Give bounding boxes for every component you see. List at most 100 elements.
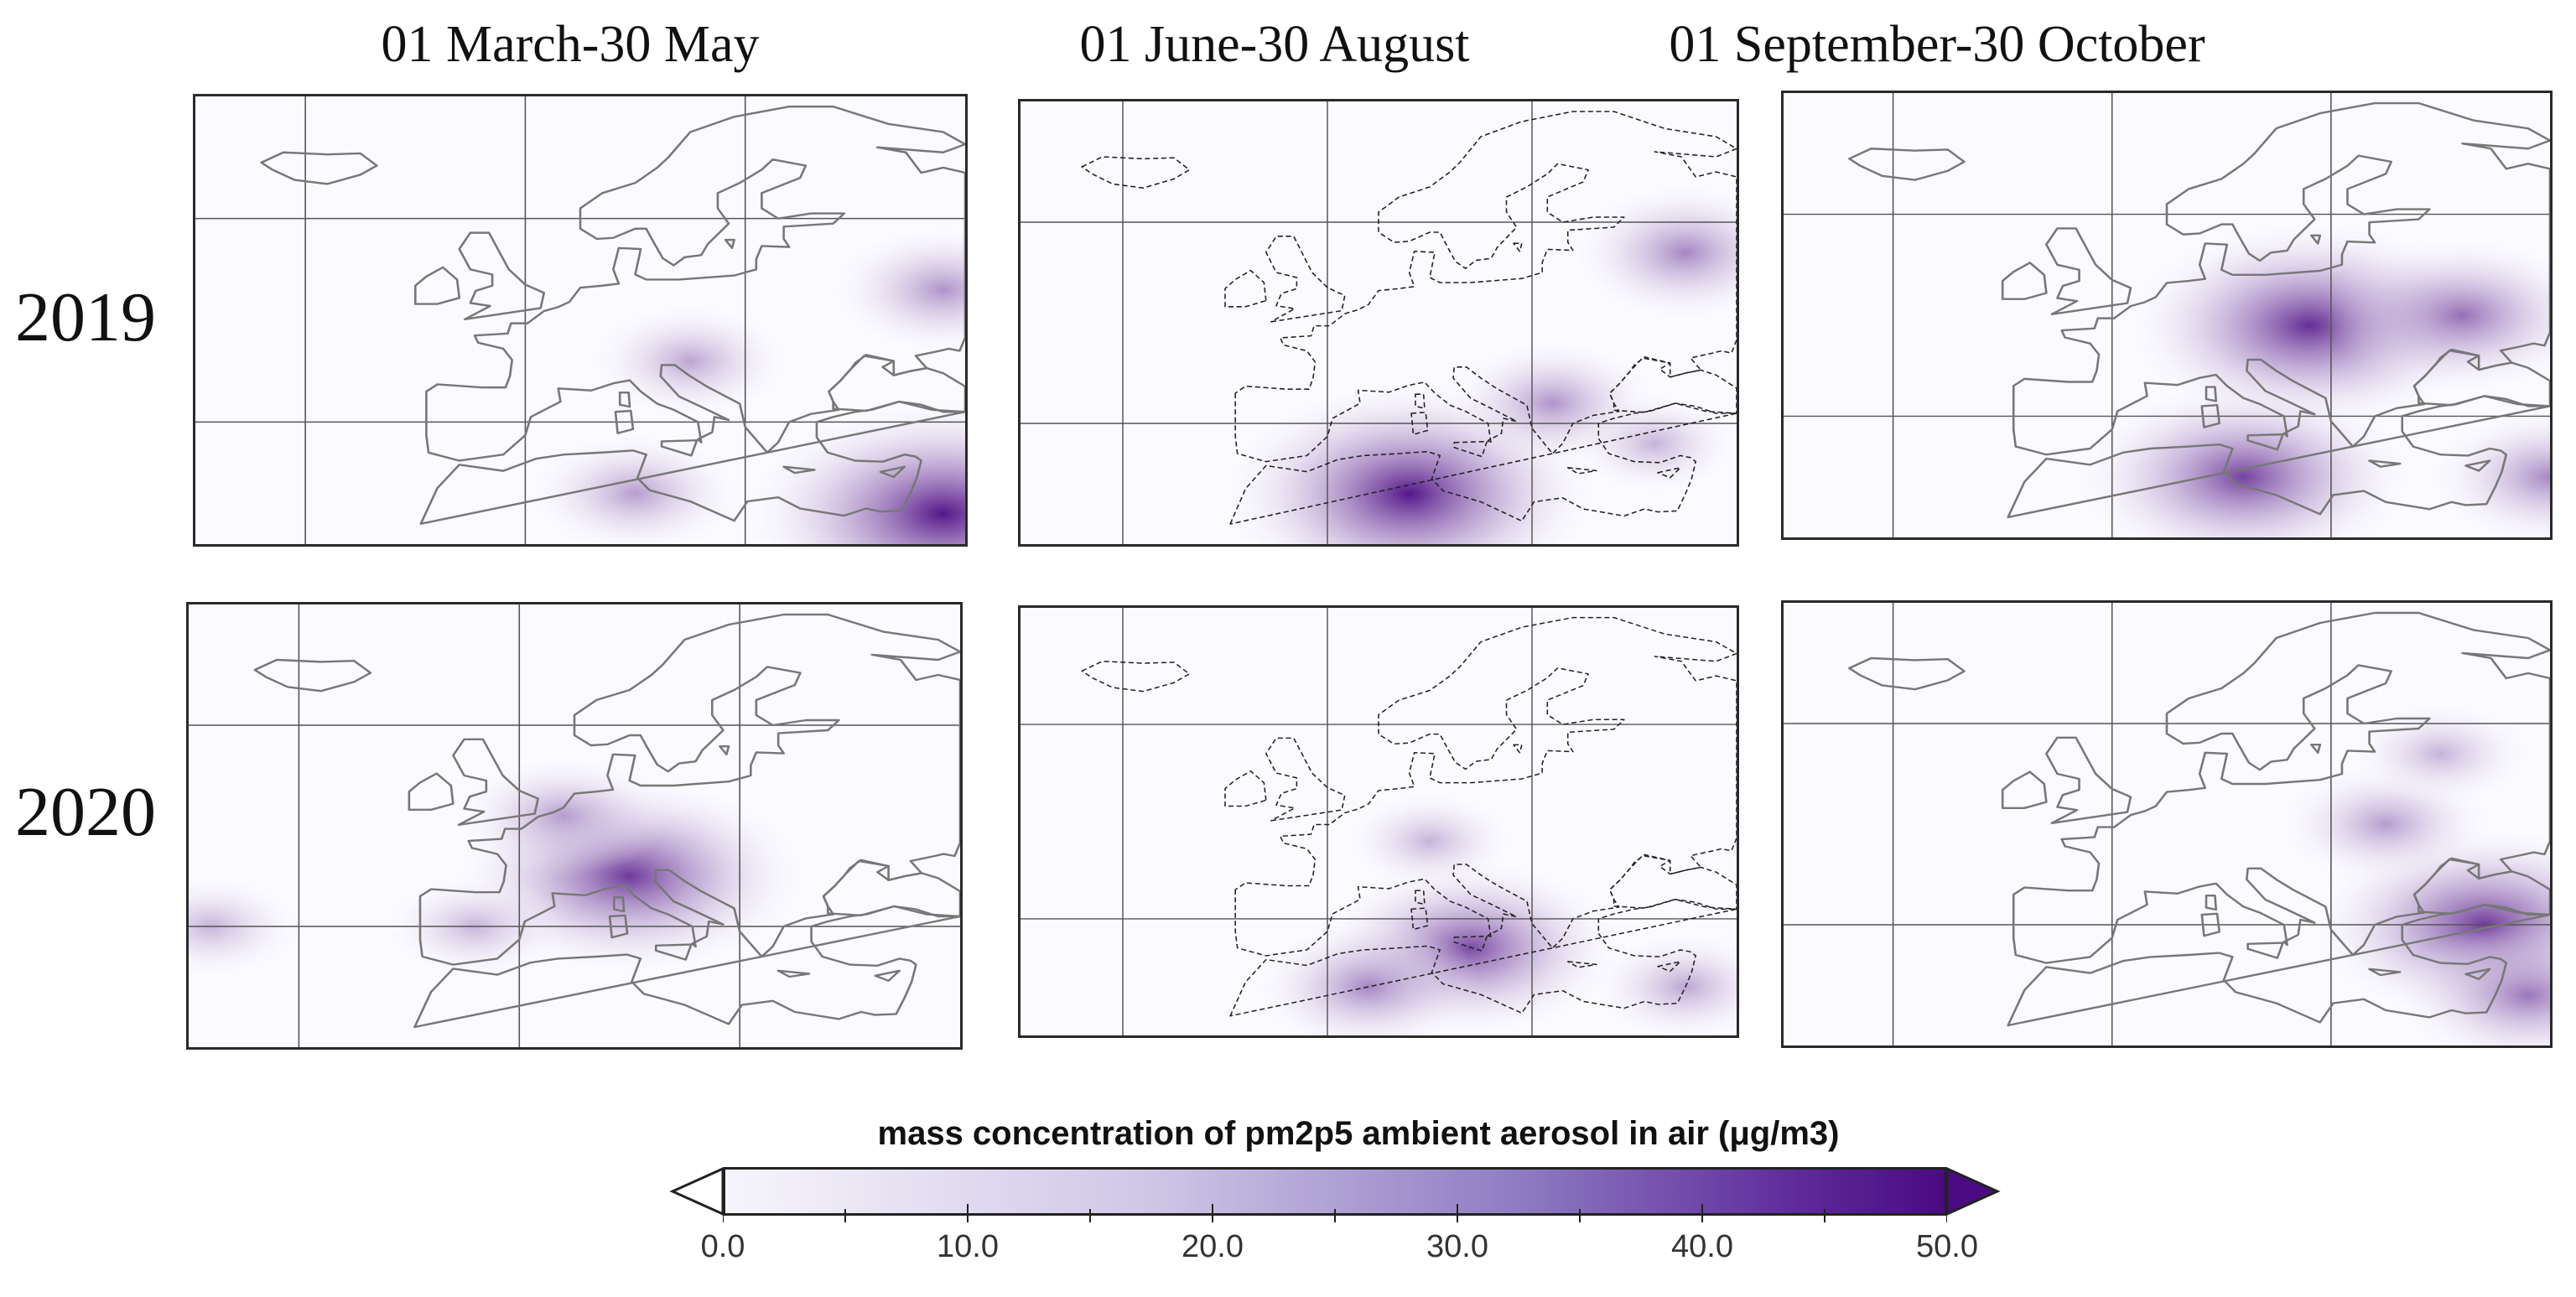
coastline-mainland [425, 105, 965, 462]
colorbar-tick-label: 0.0 [700, 1229, 745, 1264]
coastline-crete [776, 969, 811, 978]
column-title-jja: 01 June-30 August [1079, 16, 1470, 73]
coastline-corsica [2205, 386, 2218, 402]
aerosol-hotspot-Benelux [457, 755, 670, 876]
coastline-ireland [1224, 770, 1267, 807]
map-svg [1021, 101, 1737, 544]
coastline-blacksea [1608, 853, 1737, 910]
coastline-iceland [1848, 148, 1966, 181]
aerosol-hotspot-central-Europe [1346, 791, 1514, 890]
coastline-africa [2007, 903, 2550, 1027]
coastline-crete [2368, 459, 2402, 468]
coastline-ireland [1224, 269, 1267, 308]
colorbar-extend-low-arrow [669, 1167, 724, 1216]
coastline-gotland [1513, 242, 1523, 252]
coastline-gb [2045, 736, 2132, 824]
colorbar-tick-label: 20.0 [1182, 1229, 1244, 1264]
coastline-ireland [408, 772, 454, 811]
map-panel-2020-sep-oct [1781, 600, 2553, 1048]
coastline-sardinia [608, 914, 629, 939]
column-title-mam: 01 March-30 May [381, 16, 760, 73]
coastline-iceland [1081, 660, 1191, 693]
coastline-ireland [2001, 262, 2048, 300]
coastline-blacksea [1608, 356, 1737, 414]
coastline-sardinia [614, 409, 635, 434]
coastline-blacksea [828, 354, 965, 413]
coastline-africa [1229, 402, 1737, 525]
colorbar-tick-label: 30.0 [1426, 1229, 1488, 1264]
map-svg [189, 604, 960, 1047]
coastline-africa [419, 400, 965, 525]
coastline-cyprus [2464, 968, 2491, 980]
aerosol-hotspot-north-Africa [1255, 921, 1482, 1035]
map-panel-2019-jun-aug [1018, 99, 1739, 547]
aerosol-hotspot-Middle-East [2428, 407, 2550, 537]
coastline-crete [782, 465, 816, 475]
coastline-iceland [253, 658, 372, 693]
coastline-corsica [613, 896, 626, 913]
coastline-iceland [260, 151, 378, 185]
coastline-africa [413, 905, 960, 1029]
map-panel-2020-mar-may [186, 602, 963, 1050]
coastline-corsica [1415, 393, 1426, 409]
coastline-mainland [1234, 616, 1737, 957]
aerosol-hotspot-Middle-East [1592, 932, 1737, 1035]
coastline-crete [2368, 968, 2402, 977]
row-title-2019: 2019 [15, 278, 156, 356]
coastline-iceland [1081, 156, 1191, 189]
coastline-ireland [2001, 770, 2048, 809]
colorbar-tick-label: 10.0 [937, 1229, 999, 1264]
coastline-sardinia [1410, 907, 1429, 931]
coastline-gotland [2310, 234, 2322, 245]
coastline-sardinia [2200, 912, 2220, 937]
map-svg [1784, 93, 2550, 537]
aerosol-hotspot-Russia [1572, 184, 1737, 321]
colorbar-title: mass concentration of pm2p5 ambient aero… [877, 1115, 1840, 1152]
coastline-gotland [1513, 744, 1523, 754]
coastline-gb [452, 738, 539, 826]
coastline-crete [1566, 961, 1597, 968]
coastline-cyprus [1657, 961, 1681, 973]
coastline-sardinia [2200, 404, 2220, 428]
coastline-blacksea [2412, 857, 2550, 916]
coastline-gotland [724, 238, 735, 250]
map-svg [1784, 603, 2550, 1045]
coastline-africa [1229, 898, 1737, 1017]
coastline-blacksea [2412, 348, 2550, 407]
coastline-cyprus [879, 465, 906, 479]
coastline-sardinia [1410, 412, 1429, 435]
coastline-ireland [413, 266, 461, 305]
colorbar-tick-label: 40.0 [1671, 1229, 1733, 1264]
colorbar-extend-high-arrow [1945, 1167, 2001, 1216]
aerosol-hotspot-Russia [831, 226, 965, 354]
coastline-cyprus [2464, 459, 2491, 472]
colorbar-tick-label: 50.0 [1916, 1229, 1978, 1264]
map-panel-2019-mar-may [193, 94, 968, 547]
row-title-2020: 2020 [15, 773, 156, 851]
coastline-sicily [2246, 433, 2284, 451]
coastline-blacksea [822, 859, 960, 918]
map-panel-2019-sep-oct [1781, 91, 2553, 540]
coastline-africa [2007, 395, 2550, 519]
coastline-mainland [2012, 611, 2550, 964]
coastline-mainland [418, 613, 960, 966]
map-panel-2020-jun-aug [1018, 605, 1739, 1038]
map-svg [195, 96, 965, 544]
coastline-gb [458, 231, 546, 320]
colorbar-ticks [723, 1204, 1947, 1222]
coastline-gb [2045, 227, 2132, 315]
coastline-sicily [660, 438, 699, 457]
coastline-corsica [1415, 890, 1426, 905]
aerosol-hotspot-north-Africa [2075, 381, 2412, 537]
coastline-cyprus [1657, 467, 1681, 479]
aerosol-hotspot-central-Europe [590, 303, 790, 418]
coastline-mainland [1234, 111, 1737, 463]
coastline-iceland [1848, 656, 1966, 691]
aerosol-hotspot-north-Africa [529, 433, 741, 544]
aerosol-hotspot-eastern-Europe [2325, 237, 2550, 393]
coastline-sicily [654, 943, 693, 961]
coastline-gotland [2310, 744, 2322, 754]
map-svg [1021, 608, 1737, 1035]
coastline-gotland [719, 745, 730, 755]
coastline-crete [1566, 467, 1597, 475]
